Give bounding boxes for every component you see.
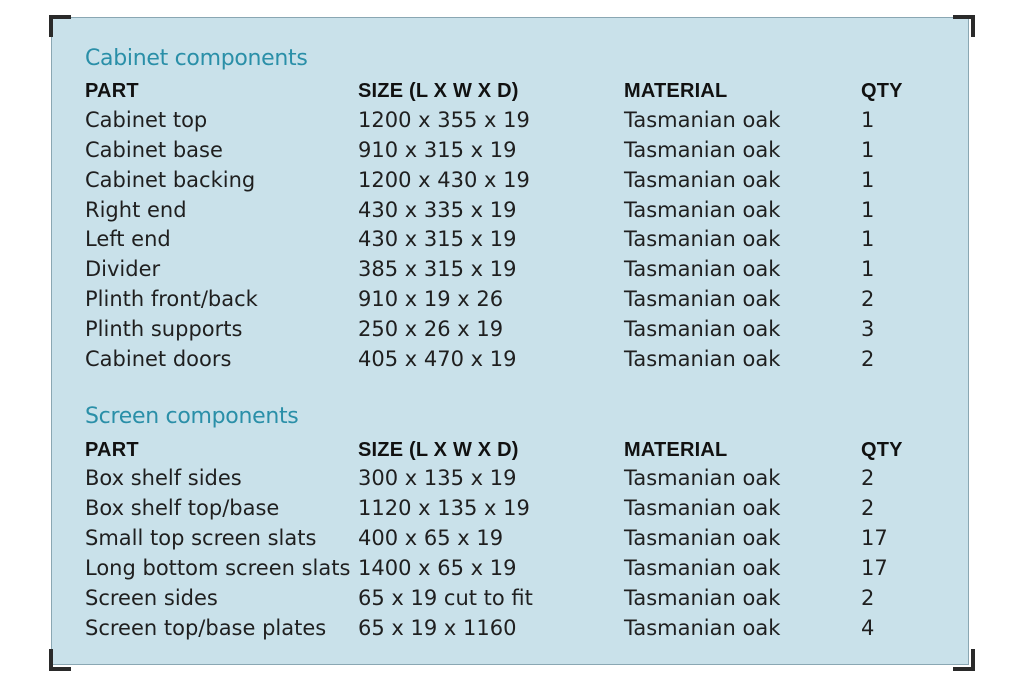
crop-mark-top-left [49, 15, 71, 37]
cell-qty: 2 [861, 586, 875, 610]
cell-material: Tasmanian oak [624, 168, 781, 192]
cell-qty: 1 [861, 138, 875, 162]
section-title-cabinet: Cabinet components [85, 46, 308, 71]
header-size: SIZE (L X W X D) [358, 439, 519, 461]
cell-material: Tasmanian oak [624, 287, 781, 311]
table-row: Cabinet base 910 x 315 x 19 Tasmanian oa… [85, 138, 925, 168]
cell-part: Plinth front/back [85, 287, 258, 311]
table-header-cabinet: PART SIZE (L X W X D) MATERIAL QTY [85, 80, 925, 110]
cell-qty: 17 [861, 556, 888, 580]
cell-material: Tasmanian oak [624, 227, 781, 251]
crop-mark-bottom-right [953, 649, 975, 671]
cell-material: Tasmanian oak [624, 526, 781, 550]
cutting-list-panel [51, 17, 969, 665]
table-row: Box shelf sides 300 x 135 x 19 Tasmanian… [85, 466, 925, 496]
cell-qty: 4 [861, 616, 875, 640]
table-row: Screen top/base plates 65 x 19 x 1160 Ta… [85, 616, 925, 646]
table-row: Screen sides 65 x 19 cut to fit Tasmania… [85, 586, 925, 616]
cell-size: 430 x 315 x 19 [358, 227, 517, 251]
cell-part: Screen top/base plates [85, 616, 327, 640]
cell-material: Tasmanian oak [624, 108, 781, 132]
cell-qty: 2 [861, 466, 875, 490]
header-qty: QTY [861, 439, 903, 461]
cell-qty: 1 [861, 108, 875, 132]
cell-part: Cabinet top [85, 108, 208, 132]
cell-qty: 1 [861, 168, 875, 192]
cell-material: Tasmanian oak [624, 586, 781, 610]
section-title-screen: Screen components [85, 404, 299, 429]
cell-material: Tasmanian oak [624, 556, 781, 580]
cell-part: Box shelf top/base [85, 496, 280, 520]
cell-size: 400 x 65 x 19 [358, 526, 504, 550]
cell-size: 1400 x 65 x 19 [358, 556, 517, 580]
cell-part: Screen sides [85, 586, 218, 610]
header-material: MATERIAL [624, 439, 728, 461]
cell-size: 1200 x 355 x 19 [358, 108, 530, 132]
cell-size: 300 x 135 x 19 [358, 466, 517, 490]
cell-part: Long bottom screen slats [85, 556, 351, 580]
cell-part: Left end [85, 227, 171, 251]
cell-part: Box shelf sides [85, 466, 242, 490]
crop-mark-bottom-left [49, 649, 71, 671]
cell-size: 910 x 315 x 19 [358, 138, 517, 162]
cell-qty: 2 [861, 347, 875, 371]
header-part: PART [85, 80, 139, 102]
cell-qty: 1 [861, 257, 875, 281]
cell-qty: 2 [861, 287, 875, 311]
table-row: Right end 430 x 335 x 19 Tasmanian oak 1 [85, 198, 925, 228]
crop-mark-top-right [953, 15, 975, 37]
cell-material: Tasmanian oak [624, 138, 781, 162]
header-qty: QTY [861, 80, 903, 102]
cell-size: 405 x 470 x 19 [358, 347, 517, 371]
table-header-screen: PART SIZE (L X W X D) MATERIAL QTY [85, 439, 925, 469]
cell-part: Small top screen slats [85, 526, 317, 550]
cell-qty: 3 [861, 317, 875, 341]
cell-size: 65 x 19 cut to fit [358, 586, 533, 610]
table-row: Left end 430 x 315 x 19 Tasmanian oak 1 [85, 227, 925, 257]
table-row: Plinth supports 250 x 26 x 19 Tasmanian … [85, 317, 925, 347]
cell-material: Tasmanian oak [624, 466, 781, 490]
cell-qty: 1 [861, 227, 875, 251]
table-row: Long bottom screen slats 1400 x 65 x 19 … [85, 556, 925, 586]
cell-qty: 2 [861, 496, 875, 520]
table-row: Cabinet top 1200 x 355 x 19 Tasmanian oa… [85, 108, 925, 138]
cell-qty: 17 [861, 526, 888, 550]
table-row: Small top screen slats 400 x 65 x 19 Tas… [85, 526, 925, 556]
cell-part: Divider [85, 257, 161, 281]
cell-size: 1120 x 135 x 19 [358, 496, 530, 520]
cell-material: Tasmanian oak [624, 496, 781, 520]
cell-size: 910 x 19 x 26 [358, 287, 504, 311]
header-part: PART [85, 439, 139, 461]
table-row: Plinth front/back 910 x 19 x 26 Tasmania… [85, 287, 925, 317]
cell-size: 1200 x 430 x 19 [358, 168, 530, 192]
header-size: SIZE (L X W X D) [358, 80, 519, 102]
cell-material: Tasmanian oak [624, 257, 781, 281]
cell-material: Tasmanian oak [624, 347, 781, 371]
table-row: Divider 385 x 315 x 19 Tasmanian oak 1 [85, 257, 925, 287]
table-row: Box shelf top/base 1120 x 135 x 19 Tasma… [85, 496, 925, 526]
cell-material: Tasmanian oak [624, 616, 781, 640]
cell-material: Tasmanian oak [624, 198, 781, 222]
table-row: Cabinet doors 405 x 470 x 19 Tasmanian o… [85, 347, 925, 377]
cell-material: Tasmanian oak [624, 317, 781, 341]
cell-size: 250 x 26 x 19 [358, 317, 504, 341]
cell-part: Plinth supports [85, 317, 243, 341]
cell-part: Cabinet backing [85, 168, 256, 192]
cell-size: 65 x 19 x 1160 [358, 616, 517, 640]
cell-size: 430 x 335 x 19 [358, 198, 517, 222]
cell-part: Cabinet base [85, 138, 223, 162]
cell-size: 385 x 315 x 19 [358, 257, 517, 281]
header-material: MATERIAL [624, 80, 728, 102]
cell-part: Right end [85, 198, 187, 222]
cell-qty: 1 [861, 198, 875, 222]
cell-part: Cabinet doors [85, 347, 232, 371]
table-row: Cabinet backing 1200 x 430 x 19 Tasmania… [85, 168, 925, 198]
